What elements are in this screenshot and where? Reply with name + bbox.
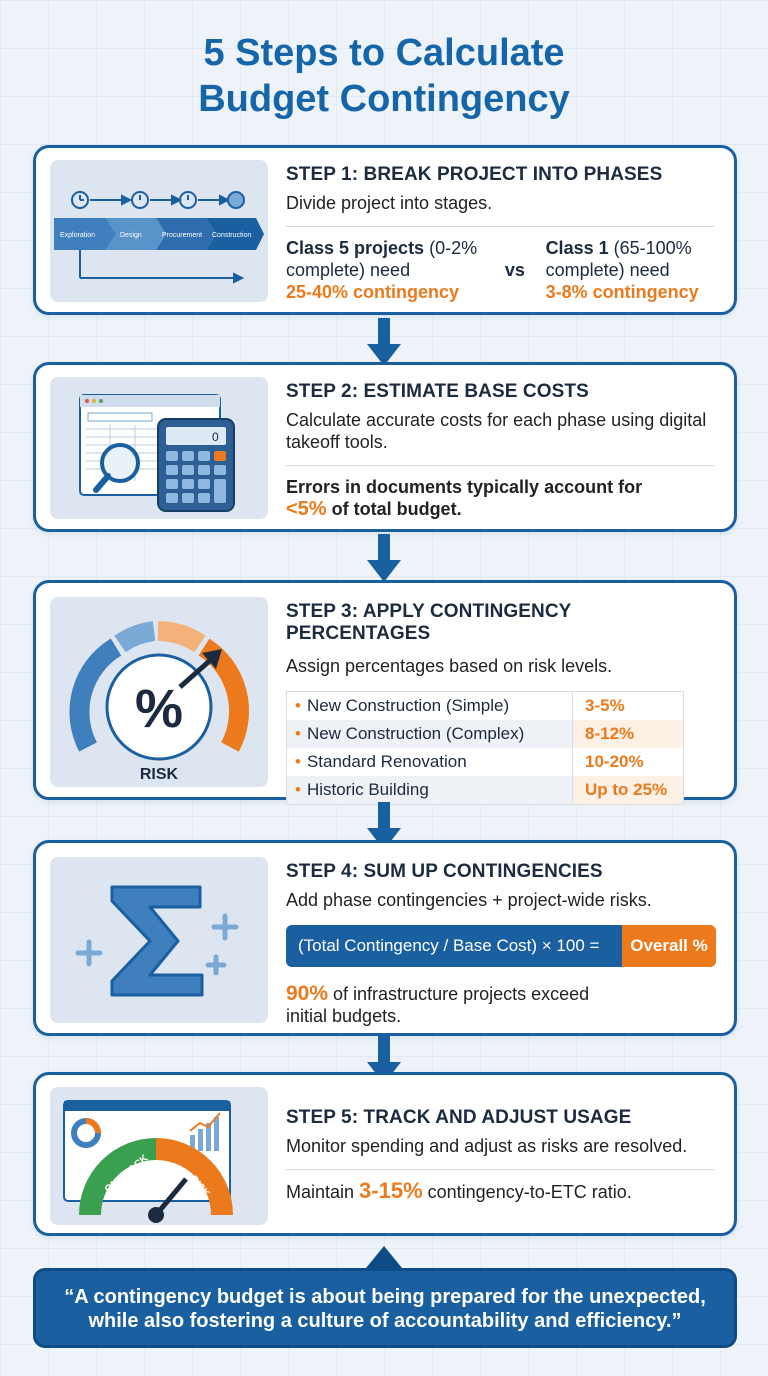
class-5-block: Class 5 projects (0-2% complete) need 25… — [286, 237, 484, 303]
step-4-card: STEP 4: SUM UP CONTINGENCIES Add phase c… — [33, 840, 737, 1036]
quote-notch — [366, 1246, 402, 1268]
quote-line-2: while also fostering a culture of accoun… — [88, 1310, 682, 1332]
risk-row-value: 8-12% — [573, 720, 683, 748]
title-line-2: Budget Contingency — [198, 78, 570, 120]
step-4-stat-text: of infrastructure projects exceed initia… — [286, 984, 590, 1026]
class-5-value: 25-40% contingency — [286, 282, 460, 302]
phase-label-3: Construction — [212, 232, 251, 239]
down-arrow-icon — [367, 534, 401, 582]
risk-row-value: 10-20% — [585, 752, 644, 771]
class-1-rest: (65-100% complete) need — [545, 238, 692, 280]
step-2-note-prefix: Errors in documents typically account fo… — [286, 477, 643, 497]
table-row: • Standard Renovation 10-20% — [287, 748, 683, 776]
calculator-display: 0 — [212, 430, 219, 444]
table-row: • New Construction (Complex) 8-12% — [287, 720, 683, 748]
dashboard-gauge-icon: ON TRACK RISK — [50, 1087, 268, 1225]
step-3-heading: STEP 3: APPLY CONTINGENCY PERCENTAGES — [286, 601, 572, 644]
step-5-note-value: 3-15% — [359, 1178, 423, 1203]
risk-table: • New Construction (Simple) 3-5% • New Con… — [286, 691, 684, 805]
down-arrow-icon — [367, 802, 401, 850]
table-row: • New Construction (Simple) 3-5% — [287, 692, 683, 720]
step-2-content: STEP 2: ESTIMATE BASE COSTS Calculate ac… — [286, 381, 714, 520]
step-4-description: Add phase contingencies + project-wide r… — [286, 890, 652, 910]
class-5-label: Class 5 projects — [286, 238, 425, 258]
risk-row-label: New Construction (Complex) — [306, 724, 525, 743]
phase-label-0: Exploration — [60, 232, 95, 239]
risk-row-value: 3-5% — [585, 696, 625, 715]
gauge-label: RISK — [140, 766, 179, 783]
divider — [286, 226, 714, 227]
gauge-symbol: % — [135, 679, 183, 739]
class-1-block: Class 1 (65-100% complete) need 3-8% con… — [546, 237, 714, 303]
step-1-heading: STEP 1: BREAK PROJECT INTO PHASES — [286, 164, 663, 185]
step-4-content: STEP 4: SUM UP CONTINGENCIES Add phase c… — [286, 861, 716, 1027]
step-5-note-prefix: Maintain — [286, 1182, 360, 1202]
divider — [286, 465, 714, 466]
formula-left: (Total Contingency / Base Cost) × 100 = — [286, 925, 622, 967]
risk-row-label: New Construction (Simple) — [306, 696, 510, 715]
step-5-note-suffix: contingency-to-ETC ratio. — [422, 1182, 632, 1202]
divider — [286, 1169, 714, 1170]
step-3-card: % RISK STEP 3: APPLY CONTINGENCY PERCENT… — [33, 580, 737, 805]
risk-row-label: Standard Renovation — [306, 752, 467, 771]
step-4-stat: 90% of infrastructure projects exceed in… — [286, 983, 626, 1027]
step-3-description: Assign percentages based on risk levels. — [286, 656, 613, 676]
step-1-description: Divide project into stages. — [286, 193, 493, 213]
class-comparison: Class 5 projects (0-2% complete) need 25… — [286, 237, 714, 303]
step-3-content: STEP 3: APPLY CONTINGENCY PERCENTAGES As… — [286, 601, 714, 805]
step-5-note: Maintain 3-15% contingency-to-ETC ratio. — [286, 1180, 714, 1203]
step-5-content: STEP 5: TRACK AND ADJUST USAGE Monitor s… — [286, 1107, 714, 1203]
formula-bar: (Total Contingency / Base Cost) × 100 = … — [286, 925, 716, 967]
phase-label-1: Design — [120, 232, 142, 239]
step-4-stat-value: 90% — [286, 982, 329, 1005]
risk-gauge-icon: % RISK — [50, 597, 268, 787]
step-1-content: STEP 1: BREAK PROJECT INTO PHASES Divide… — [286, 164, 714, 303]
risk-row-label: Historic Building — [306, 780, 429, 799]
down-arrow-icon — [367, 318, 401, 366]
step-1-card: Exploration Design Procurement Construct… — [33, 145, 737, 315]
class-5-rest: (0-2% complete) need — [286, 238, 478, 280]
sigma-icon — [50, 857, 268, 1023]
calculator-icon: 0 — [50, 377, 268, 519]
phase-label-2: Procurement — [162, 232, 202, 239]
step-5-heading: STEP 5: TRACK AND ADJUST USAGE — [286, 1107, 632, 1128]
step-5-card: ON TRACK RISK STEP 5: TRACK AND ADJUST U… — [33, 1072, 737, 1236]
step-2-note-value: <5% — [286, 498, 327, 520]
table-row: • Historic Building Up to 25% — [287, 776, 683, 804]
title-line-1: 5 Steps to Calculate — [203, 32, 565, 74]
phase-timeline-icon: Exploration Design Procurement Construct… — [50, 160, 268, 302]
class-1-label: Class 1 — [545, 238, 609, 258]
step-2-card: 0 STEP 2: ESTIMATE BASE COSTS Calculate … — [33, 362, 737, 532]
step-4-heading: STEP 4: SUM UP CONTINGENCIES — [286, 861, 603, 882]
quote-line-1: “A contingency budget is about being pre… — [64, 1286, 706, 1308]
step-2-note-suffix: of total budget. — [326, 499, 462, 519]
step-5-description: Monitor spending and adjust as risks are… — [286, 1136, 688, 1156]
class-1-value: 3-8% contingency — [545, 282, 699, 302]
step-2-heading: STEP 2: ESTIMATE BASE COSTS — [286, 381, 589, 402]
formula-right: Overall % — [622, 925, 716, 967]
quote-banner: “A contingency budget is about being pre… — [33, 1268, 737, 1348]
page-title: 5 Steps to Calculate Budget Contingency — [0, 30, 768, 122]
step-2-note: Errors in documents typically account fo… — [286, 476, 714, 520]
vs-label: vs — [504, 260, 525, 280]
risk-row-value: Up to 25% — [573, 776, 683, 804]
step-2-description: Calculate accurate costs for each phase … — [286, 410, 707, 452]
